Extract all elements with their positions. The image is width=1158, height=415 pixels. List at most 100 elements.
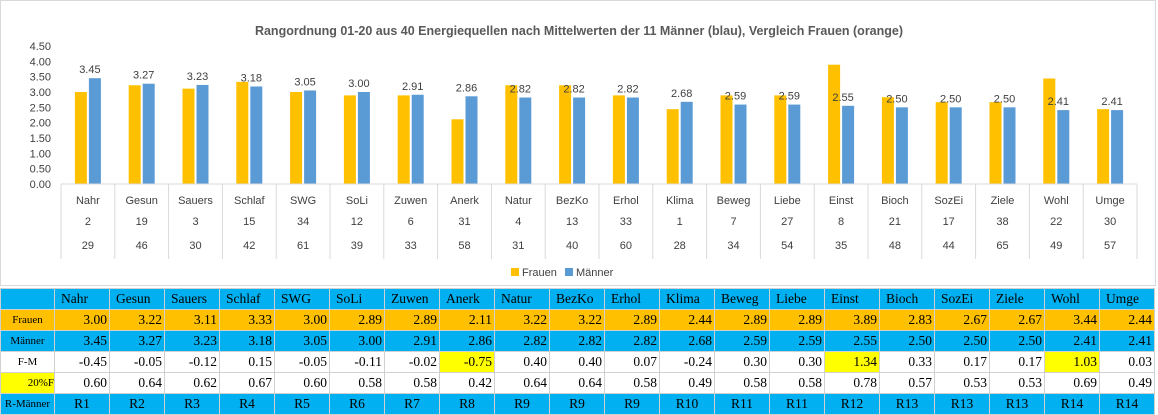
table-cell: -0.75 <box>439 351 495 373</box>
table-cell: R7 <box>384 393 440 415</box>
data-label: 2.41 <box>1048 96 1069 108</box>
category-count-label: 60 <box>620 240 632 252</box>
data-label: 3.18 <box>241 72 262 84</box>
table-header-cell: Beweg <box>714 288 770 310</box>
bar-frauen <box>774 95 787 184</box>
table-cell: 0.78 <box>824 372 880 394</box>
table-row-label: R-Männer <box>0 393 55 415</box>
table-cell: 3.33 <box>219 309 275 331</box>
bar-maenner <box>411 94 424 184</box>
category-rank-label: 1 <box>677 216 683 228</box>
table-cell: R13 <box>934 393 990 415</box>
category-label: SWG <box>290 195 316 207</box>
table-header-cell: SozEi <box>934 288 990 310</box>
table-cell: R6 <box>329 393 385 415</box>
category-rank-label: 34 <box>297 216 309 228</box>
table-cell: 3.22 <box>109 309 165 331</box>
category-label: Anerk <box>450 195 479 207</box>
table-header-cell: BezKo <box>549 288 605 310</box>
category-count-label: 34 <box>727 240 739 252</box>
table-header-cell: Sauers <box>164 288 220 310</box>
category-count-label: 61 <box>297 240 309 252</box>
table-cell: 2.50 <box>934 330 990 352</box>
category-count-label: 54 <box>781 240 793 252</box>
y-tick-label: 1.50 <box>30 133 51 145</box>
bar-frauen <box>397 95 410 184</box>
bar-frauen <box>290 92 303 184</box>
y-tick-label: 0.50 <box>30 164 51 176</box>
table-cell: -0.45 <box>54 351 110 373</box>
category-rank-label: 31 <box>458 216 470 228</box>
table-cell: 0.30 <box>714 351 770 373</box>
table-cell: 3.05 <box>274 330 330 352</box>
table-cell: 0.58 <box>604 372 660 394</box>
bar-maenner <box>250 86 263 184</box>
table-cell: 2.82 <box>604 330 660 352</box>
table-cell: 0.69 <box>1044 372 1100 394</box>
table-header-row: Nahr Gesun Sauers Schlaf SWG SoLi Zuwen Anerk Na… <box>0 288 1155 310</box>
table-cell: -0.12 <box>164 351 220 373</box>
bar-maenner <box>519 97 532 184</box>
table-cell: 0.58 <box>714 372 770 394</box>
table-header-cell: Anerk <box>439 288 495 310</box>
table-cell: 2.89 <box>604 309 660 331</box>
data-label: 2.82 <box>617 84 638 96</box>
table-cell: 2.59 <box>714 330 770 352</box>
chart-area: Rangordnung 01-20 aus 40 Energiequellen … <box>0 0 1156 286</box>
table-cell: 2.83 <box>879 309 935 331</box>
category-label: Ziele <box>991 195 1015 207</box>
category-label: BezKo <box>556 195 588 207</box>
category-label: Klima <box>666 195 694 207</box>
category-count-label: 35 <box>835 240 847 252</box>
bar-frauen <box>236 81 249 184</box>
bar-frauen <box>182 88 195 184</box>
category-count-label: 31 <box>512 240 524 252</box>
table-cell: 0.53 <box>989 372 1045 394</box>
bar-maenner <box>304 90 317 184</box>
data-table: Nahr Gesun Sauers Schlaf SWG SoLi Zuwen Anerk Na… <box>0 288 1155 415</box>
table-cell: 0.58 <box>769 372 825 394</box>
table-header-cell: Erhol <box>604 288 660 310</box>
table-cell: R4 <box>219 393 275 415</box>
table-cell: 2.44 <box>659 309 715 331</box>
table-cell: 3.89 <box>824 309 880 331</box>
category-count-label: 57 <box>1104 240 1116 252</box>
bar-maenner <box>196 84 209 184</box>
category-label: SozEi <box>934 195 963 207</box>
table-header-cell: Schlaf <box>219 288 275 310</box>
table-cell: 2.67 <box>934 309 990 331</box>
y-tick-label: 4.50 <box>30 41 51 53</box>
data-label: 2.41 <box>1101 96 1122 108</box>
table-cell: 0.17 <box>989 351 1045 373</box>
table-header-cell: Nahr <box>54 288 110 310</box>
y-tick-label: 2.50 <box>30 102 51 114</box>
table-cell: 0.67 <box>219 372 275 394</box>
table-cell: -0.11 <box>329 351 385 373</box>
data-label: 2.59 <box>779 91 800 103</box>
data-label: 2.91 <box>402 81 423 93</box>
table-row: F-M -0.45 -0.05 -0.12 0.15 -0.05 -0.11 -0.02 -0.… <box>0 351 1155 373</box>
y-tick-label: 0.00 <box>30 179 51 191</box>
legend-swatch-maenner <box>565 268 573 276</box>
category-count-label: 33 <box>405 240 417 252</box>
y-tick-label: 1.00 <box>30 148 51 160</box>
table-cell: 2.89 <box>769 309 825 331</box>
table-cell: -0.05 <box>274 351 330 373</box>
table-cell: R5 <box>274 393 330 415</box>
table-cell: R11 <box>769 393 825 415</box>
bar-frauen <box>935 102 948 184</box>
data-label: 2.68 <box>671 88 692 100</box>
data-label: 3.05 <box>294 76 315 88</box>
table-cell: 2.41 <box>1044 330 1100 352</box>
category-count-label: 58 <box>458 240 470 252</box>
category-label: Nahr <box>76 195 100 207</box>
bar-frauen <box>1097 109 1110 184</box>
table-cell: 0.42 <box>439 372 495 394</box>
bar-maenner <box>949 107 962 184</box>
data-label: 3.27 <box>133 70 154 82</box>
table-cell: 3.00 <box>329 330 385 352</box>
category-label: Erhol <box>613 195 639 207</box>
data-label: 2.82 <box>510 84 531 96</box>
table-cell: 2.44 <box>1099 309 1155 331</box>
table-cell: 0.49 <box>659 372 715 394</box>
